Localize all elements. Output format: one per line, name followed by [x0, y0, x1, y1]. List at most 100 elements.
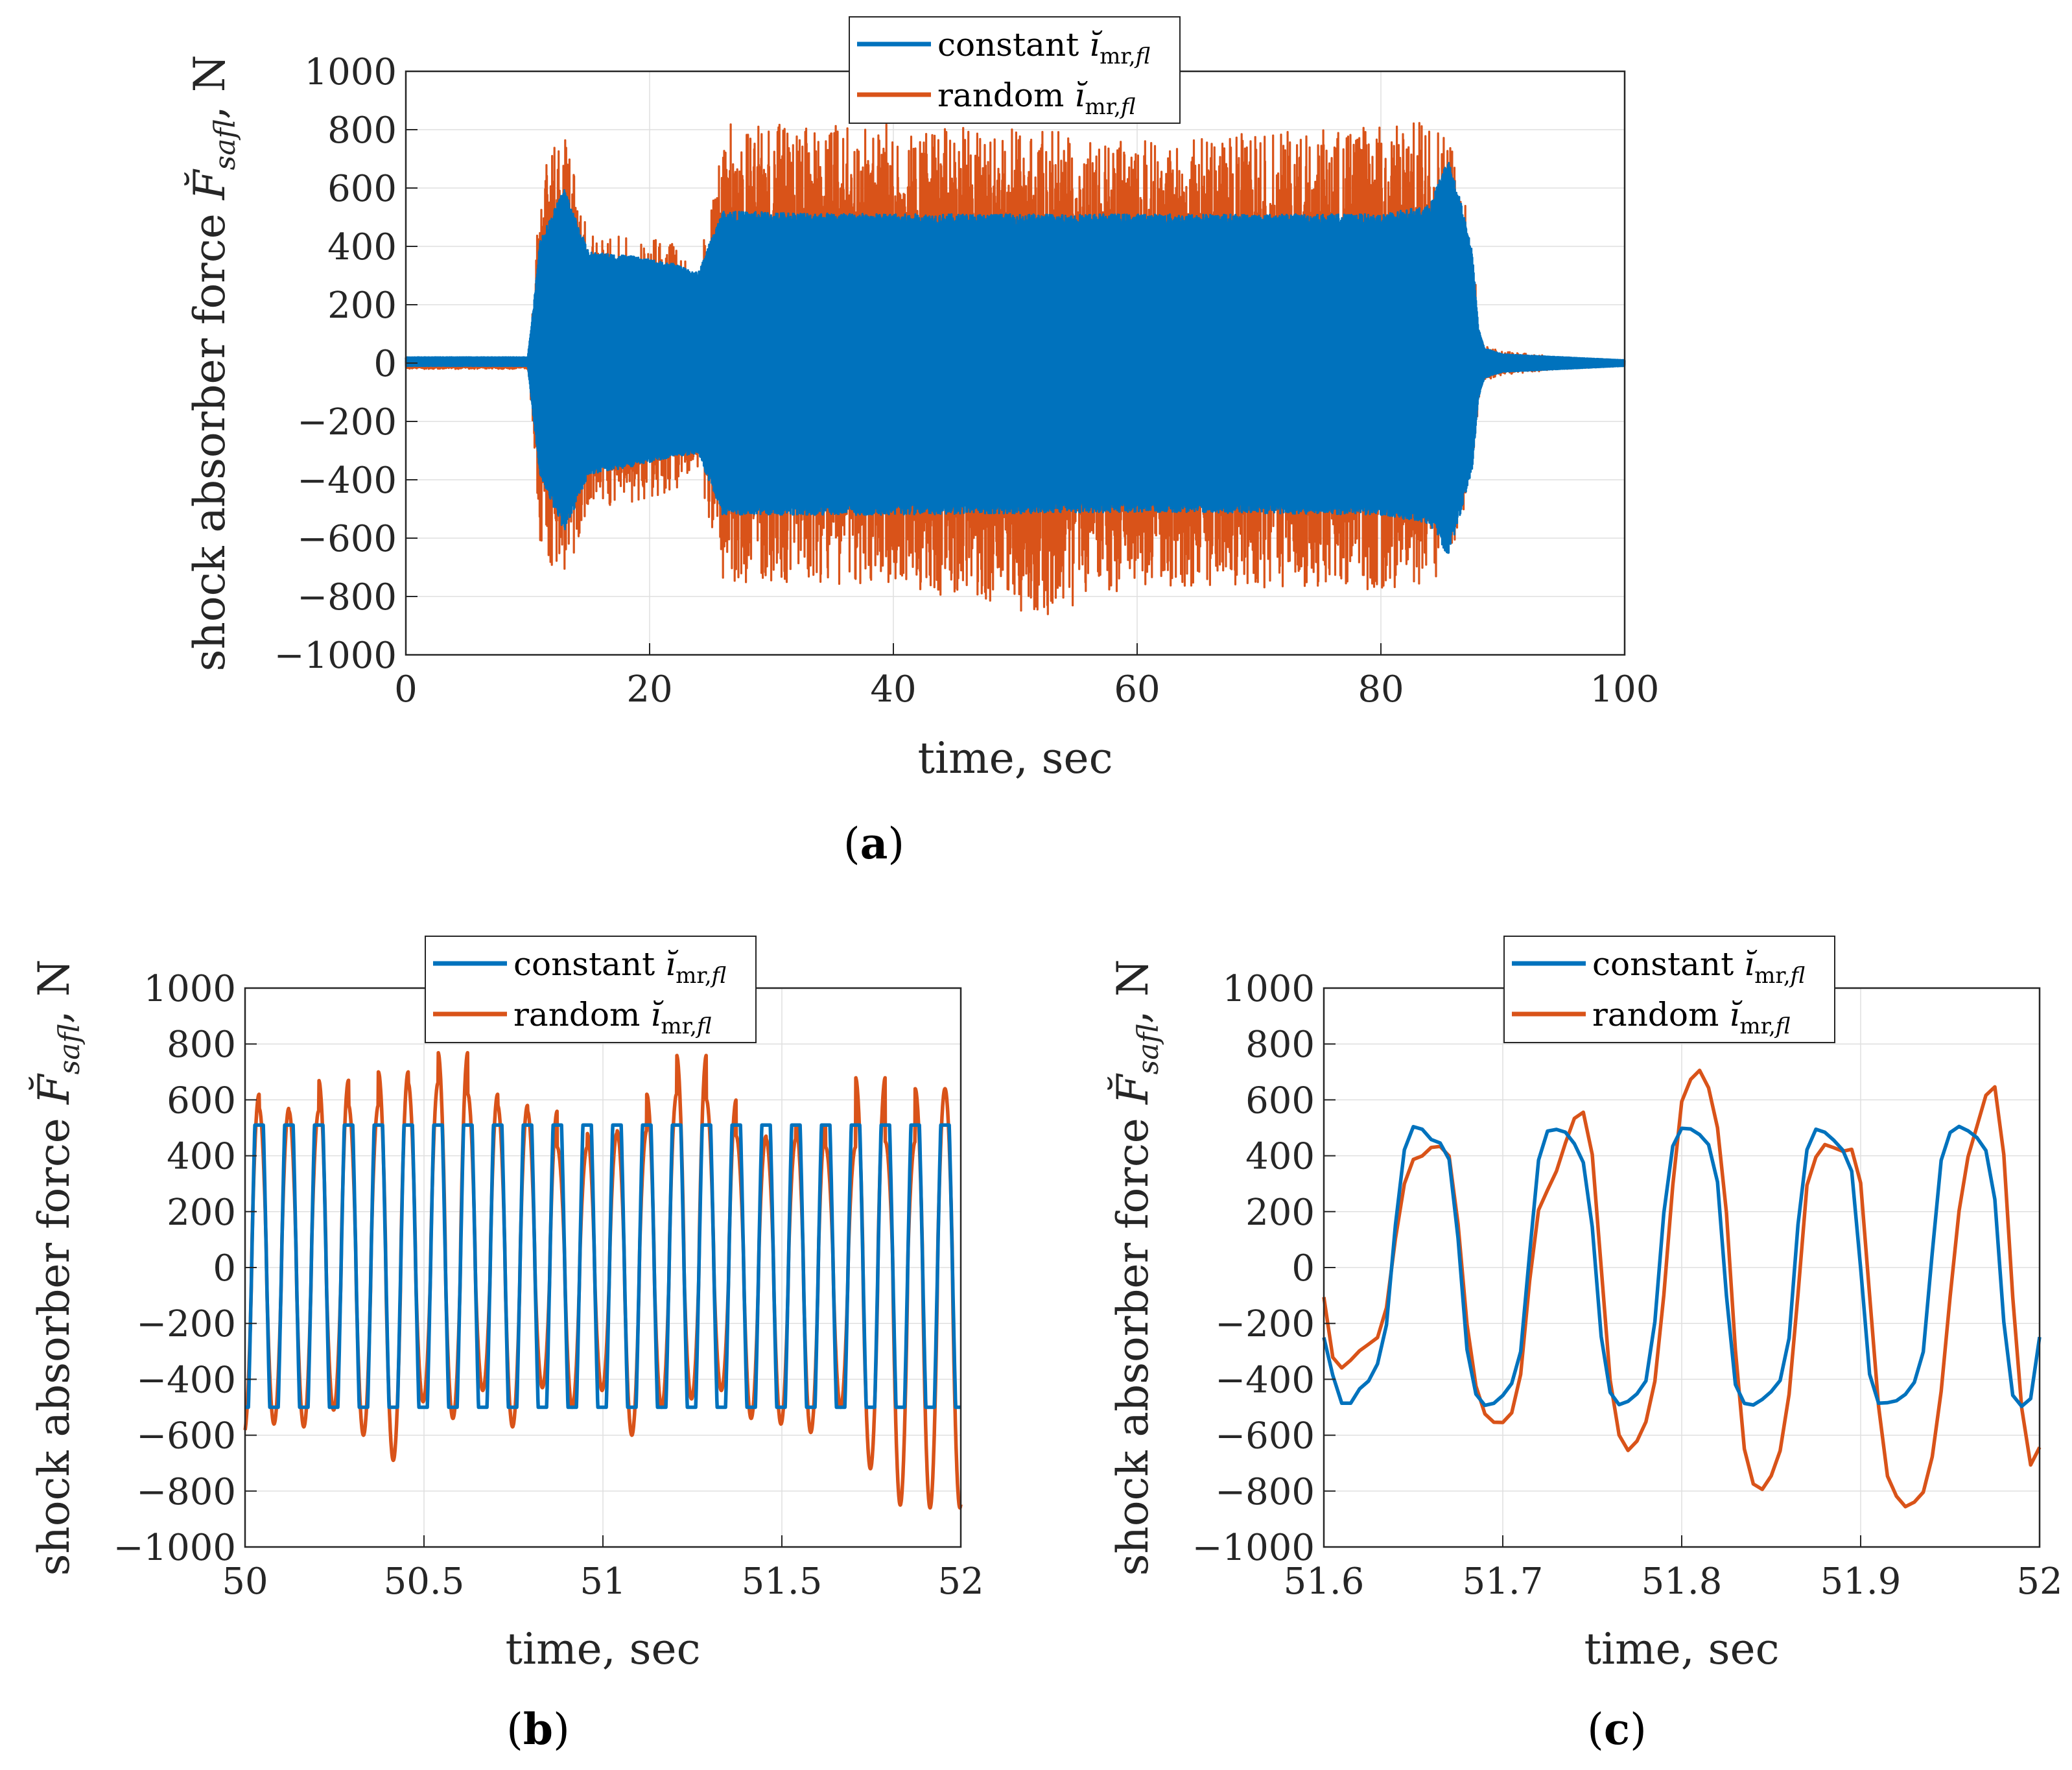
- y-tick-label: 200: [1245, 1192, 1315, 1234]
- x-tick-label: 20: [626, 668, 672, 711]
- svg-text:shock absorber force F̆safl, N: shock absorber force F̆safl, N: [185, 54, 242, 671]
- x-tick-label: 51.6: [1284, 1561, 1365, 1603]
- y-label-prefix: shock absorber force: [1108, 1104, 1158, 1575]
- series-c: [1322, 1068, 2042, 1509]
- x-axis-label-b: time, sec: [505, 1624, 700, 1674]
- y-tick-label: 1000: [304, 51, 397, 93]
- y-tick-label: −800: [297, 576, 397, 619]
- y-tick-label: −800: [1215, 1471, 1315, 1513]
- y-tick-label: 0: [213, 1247, 236, 1290]
- legend-a: constant ĭmr,fl random ĭmr,fl: [849, 16, 1181, 124]
- x-tick-label: 50: [222, 1561, 268, 1603]
- x-tick-labels-a: 0 20 40 60 80 100: [394, 643, 1659, 711]
- x-tick-label: 60: [1114, 668, 1160, 711]
- y-label-symbol: F̆: [1108, 1073, 1158, 1105]
- y-tick-label: 200: [167, 1192, 236, 1234]
- y-tick-labels-b: −1000 −800 −600 −400 −200 0 200 400 600 800 1000: [113, 968, 257, 1569]
- panel-label-b: (b): [506, 1704, 570, 1754]
- x-tick-label: 50.5: [384, 1561, 465, 1603]
- x-tick-labels-b: 50 50.5 51 51.5 52: [222, 1535, 984, 1603]
- legend-b: constant ĭmr,fl random ĭmr,fl: [425, 936, 757, 1043]
- x-tick-label: 52: [937, 1561, 983, 1603]
- x-axis-label-c: time, sec: [1584, 1624, 1779, 1674]
- y-label-subscript: safl: [209, 119, 242, 170]
- y-tick-label: −600: [297, 518, 397, 560]
- y-tick-label: 600: [1245, 1080, 1315, 1122]
- y-label-unit: , N: [29, 959, 79, 1024]
- y-label-symbol: F̆: [185, 169, 235, 200]
- y-tick-label: −200: [136, 1303, 236, 1345]
- series-line-constant: [243, 1123, 963, 1410]
- y-tick-label: 800: [167, 1024, 236, 1066]
- y-tick-label: 1000: [143, 968, 236, 1010]
- x-tick-label: 51.9: [1820, 1561, 1901, 1603]
- series-line-random: [243, 1050, 963, 1510]
- x-tick-label: 51: [580, 1561, 626, 1603]
- legend-box-a: [849, 16, 1181, 124]
- x-tick-label: 0: [394, 668, 418, 711]
- legend-text-random-a: random ĭmr,fl: [937, 77, 1136, 120]
- y-axis-label-a: shock absorber force F̆safl, N: [185, 54, 242, 671]
- x-tick-label: 52: [2016, 1561, 2062, 1603]
- y-tick-label: 600: [167, 1080, 236, 1122]
- x-axis-label-a: time, sec: [917, 733, 1113, 783]
- y-tick-label: 400: [1245, 1136, 1315, 1178]
- x-tick-label: 100: [1590, 668, 1660, 711]
- y-label-unit: , N: [1108, 959, 1158, 1024]
- legend-text-constant-a: constant ĭmr,fl: [937, 26, 1150, 69]
- y-tick-label: −400: [136, 1359, 236, 1401]
- y-tick-label: 1000: [1222, 968, 1315, 1010]
- y-tick-label: −1000: [113, 1527, 236, 1569]
- svg-text:shock absorber force F̆safl, N: shock absorber force F̆safl, N: [1108, 959, 1165, 1575]
- legend-text-constant-c: constant ĭmr,fl: [1592, 945, 1805, 989]
- y-tick-label: 800: [1245, 1024, 1315, 1066]
- y-tick-labels-c: −1000 −800 −600 −400 −200 0 200 400 600 800 1000: [1192, 968, 1336, 1569]
- y-tick-label: 0: [1291, 1247, 1315, 1290]
- y-label-prefix: shock absorber force: [185, 200, 235, 671]
- y-tick-label: −1000: [1192, 1527, 1315, 1569]
- x-tick-label: 80: [1358, 668, 1404, 711]
- legend-text-random-c: random ĭmr,fl: [1592, 996, 1791, 1039]
- panel-c: −1000 −800 −600 −400 −200 0 200 400 600 800 1000 5…: [1108, 936, 2063, 1754]
- y-label-subscript: safl: [1132, 1024, 1165, 1074]
- y-axis-label-c: shock absorber force F̆safl, N: [1108, 959, 1165, 1575]
- y-label-symbol: F̆: [29, 1073, 79, 1105]
- series-line-constant: [1322, 1124, 2042, 1408]
- y-tick-label: 200: [327, 285, 397, 327]
- x-tick-label: 51.8: [1642, 1561, 1723, 1603]
- x-tick-label: 51.7: [1463, 1561, 1544, 1603]
- y-tick-label: −1000: [274, 635, 397, 677]
- legend-c: constant ĭmr,fl random ĭmr,fl: [1503, 936, 1835, 1043]
- x-tick-label: 40: [870, 668, 916, 711]
- y-tick-label: −200: [1215, 1303, 1315, 1345]
- y-label-prefix: shock absorber force: [29, 1104, 79, 1575]
- series-b: [243, 1050, 963, 1510]
- y-tick-label: 400: [327, 226, 397, 268]
- y-tick-label: 0: [373, 343, 397, 385]
- y-tick-label: −800: [136, 1471, 236, 1513]
- y-tick-labels-a: −1000 −800 −600 −400 −200 0 200 400 600 800 1000: [274, 51, 418, 677]
- y-tick-label: 600: [327, 168, 397, 210]
- y-label-subscript: safl: [53, 1024, 86, 1074]
- y-label-unit: , N: [185, 54, 235, 119]
- legend-box-b: [425, 936, 757, 1043]
- y-tick-label: 800: [327, 110, 397, 152]
- series-a: [405, 122, 1626, 615]
- y-tick-label: −200: [297, 401, 397, 443]
- y-tick-label: −400: [1215, 1359, 1315, 1401]
- y-tick-label: −600: [1215, 1415, 1315, 1457]
- panel-label-c: (c): [1587, 1704, 1647, 1754]
- y-tick-label: 400: [167, 1136, 236, 1178]
- legend-box-c: [1503, 936, 1835, 1043]
- y-tick-label: −600: [136, 1415, 236, 1457]
- svg-text:shock absorber force F̆safl, N: shock absorber force F̆safl, N: [29, 959, 86, 1575]
- x-tick-labels-c: 51.6 51.7 51.8 51.9 52: [1284, 1535, 2063, 1603]
- x-tick-label: 51.5: [742, 1561, 823, 1603]
- panel-label-a: (a): [843, 818, 904, 869]
- y-tick-label: −400: [297, 460, 397, 502]
- panel-b: −1000 −800 −600 −400 −200 0 200 400 600 800 1000 5…: [29, 936, 984, 1754]
- y-axis-label-b: shock absorber force F̆safl, N: [29, 959, 86, 1575]
- series-line-constant: [405, 161, 1626, 554]
